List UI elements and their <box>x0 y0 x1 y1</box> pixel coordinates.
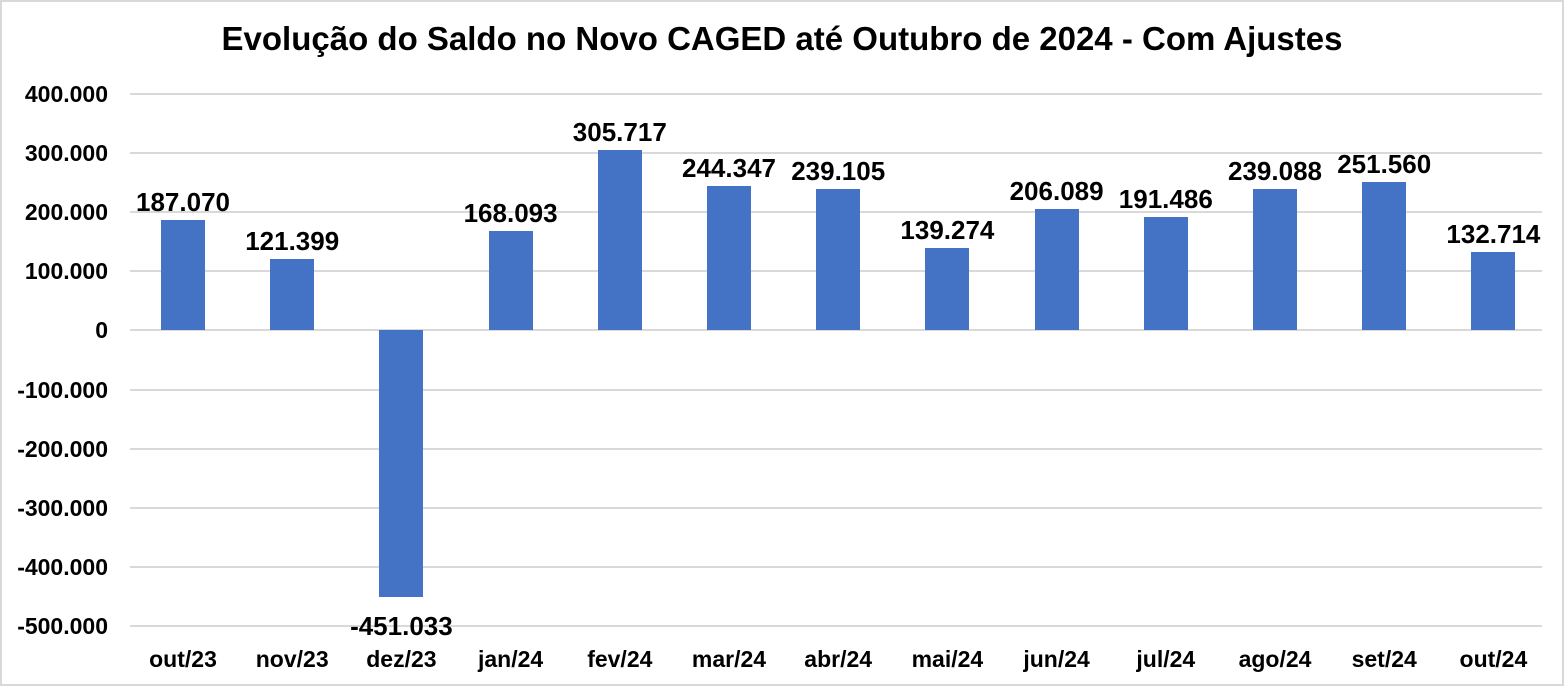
x-tick-label: set/24 <box>1351 646 1417 672</box>
x-tick-label: jan/24 <box>477 646 544 672</box>
bar-fev/24 <box>597 149 642 331</box>
bar-jan/24 <box>488 231 533 331</box>
bar-value-label: 206.089 <box>1009 175 1104 206</box>
bar-value-label: 132.714 <box>1446 218 1541 249</box>
bar-value-label: 168.093 <box>463 198 558 229</box>
x-tick-label: out/24 <box>1459 646 1528 672</box>
x-tick-label: abr/24 <box>804 646 873 672</box>
y-tick-label: 0 <box>95 317 108 344</box>
y-tick-label: 300.000 <box>24 140 108 167</box>
bar-value-label: 121.399 <box>245 225 340 256</box>
chart-title: Evolução do Saldo no Novo CAGED até Outu… <box>221 20 1343 57</box>
y-tick-label: -300.000 <box>17 494 108 521</box>
y-tick-label: 400.000 <box>24 81 108 107</box>
x-tick-label: jun/24 <box>1023 646 1090 672</box>
x-tick-label: mai/24 <box>911 646 984 672</box>
bar-value-label: 239.088 <box>1228 156 1322 187</box>
bar-out/23 <box>161 219 205 331</box>
bar-value-label: 244.347 <box>682 152 776 183</box>
gridline <box>130 447 1542 450</box>
gridline <box>130 624 1542 627</box>
bar-set/24 <box>1362 181 1407 331</box>
gridline <box>130 152 1542 155</box>
gridline <box>130 388 1542 391</box>
bar-value-label: 139.274 <box>900 215 995 246</box>
gridline <box>130 506 1542 509</box>
gridline <box>130 329 1542 332</box>
x-tick-label: mar/24 <box>691 646 767 672</box>
y-tick-label: -500.000 <box>17 612 108 639</box>
bar-abr/24 <box>816 189 861 331</box>
bar-jun/24 <box>1034 208 1079 331</box>
bar-value-label: 251.560 <box>1337 148 1432 179</box>
x-tick-label: ago/24 <box>1238 646 1312 672</box>
x-tick-label: jul/24 <box>1136 646 1196 672</box>
bar-out/24 <box>1471 251 1516 331</box>
y-tick-label: 100.000 <box>24 258 108 285</box>
bar-value-label: -451.033 <box>350 610 453 641</box>
bar-nov/23 <box>270 258 315 331</box>
y-tick-label: -400.000 <box>17 553 108 580</box>
bar-mai/24 <box>925 248 970 331</box>
x-tick-label: nov/23 <box>255 646 329 672</box>
y-tick-label: -200.000 <box>17 435 108 462</box>
bar-value-label: 305.717 <box>572 116 667 147</box>
y-tick-label: 200.000 <box>24 199 108 226</box>
bar-dez/23 <box>379 330 424 597</box>
gridline <box>130 93 1542 95</box>
x-tick-label: dez/23 <box>366 646 437 672</box>
gridline <box>130 565 1542 568</box>
bar-value-label: 187.070 <box>136 186 230 217</box>
x-tick-label: out/23 <box>149 646 217 672</box>
bar-jul/24 <box>1143 217 1188 331</box>
bar-value-label: 191.486 <box>1118 184 1213 215</box>
y-tick-label: -100.000 <box>17 376 108 403</box>
bar-mar/24 <box>707 185 751 331</box>
x-tick-label: fev/24 <box>587 646 653 672</box>
bar-ago/24 <box>1253 189 1297 331</box>
bar-value-label: 239.105 <box>791 156 886 187</box>
